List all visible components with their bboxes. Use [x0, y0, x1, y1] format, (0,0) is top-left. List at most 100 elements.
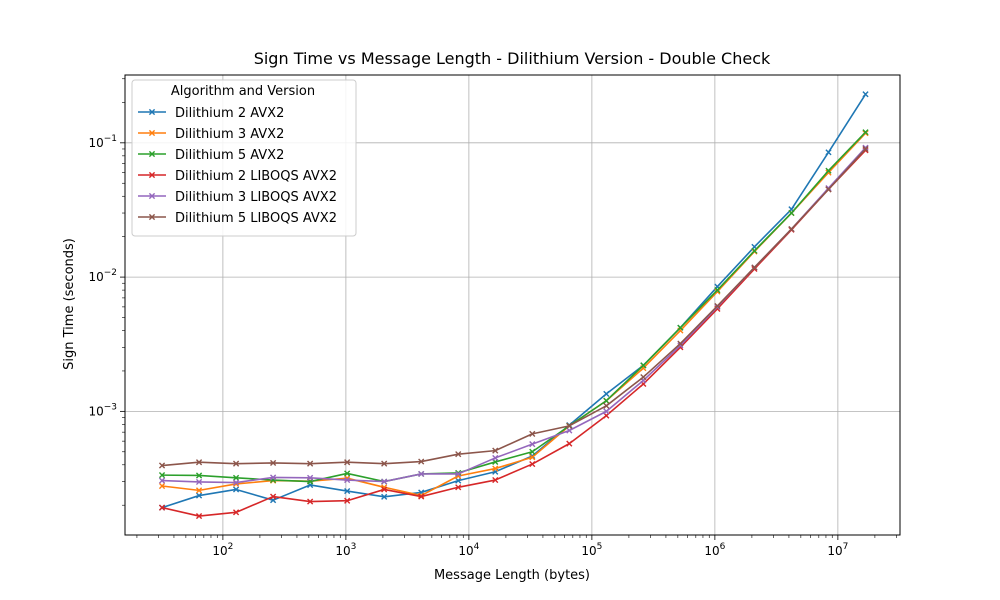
x-tick-label: 107: [827, 542, 848, 558]
data-point-marker: [603, 397, 610, 404]
data-point-marker: [158, 462, 166, 469]
series-line: [161, 148, 867, 467]
data-point-marker: [344, 476, 351, 484]
data-point-marker: [714, 287, 721, 294]
series-6: [158, 145, 869, 469]
data-point-marker: [529, 430, 536, 437]
axis-ticks: 102 103 104 105 106 107 10−3 10−2 10−1: [88, 78, 897, 558]
plot-frame: [124, 74, 901, 536]
data-point-marker: [195, 512, 203, 520]
y-tick-label: 10−2: [88, 268, 117, 284]
legend-label: Dilithium 3 AVX2: [175, 127, 284, 142]
data-point-marker: [825, 169, 832, 176]
data-point-marker: [195, 487, 203, 494]
legend: Algorithm and Version Dilithium 2 AVX2 Dil…: [131, 79, 357, 237]
data-point-marker: [640, 373, 647, 381]
data-point-marker: [825, 167, 832, 174]
data-point-marker: [381, 460, 388, 467]
data-point-marker: [195, 472, 203, 479]
data-point-marker: [566, 427, 573, 434]
y-tick-label: 10−1: [88, 134, 117, 150]
data-point-marker: [455, 484, 462, 491]
data-point-marker: [270, 474, 277, 481]
series-line: [162, 131, 867, 483]
data-point-marker: [788, 225, 795, 233]
data-point-marker: [232, 509, 240, 516]
legend-swatch-marker: [148, 129, 156, 137]
data-point-marker: [455, 451, 462, 458]
data-point-marker: [344, 497, 351, 504]
legend-item: Dilithium 3 AVX2: [138, 127, 284, 142]
y-tick-label: 10−3: [88, 402, 117, 418]
series-4: [158, 147, 869, 520]
data-point-marker: [232, 479, 240, 486]
x-tick-label: 102: [212, 542, 233, 558]
data-point-marker: [195, 459, 203, 466]
legend-item: Dilithium 5 AVX2: [138, 148, 284, 163]
data-point-marker: [825, 186, 832, 193]
y-axis-title: Sign Time (seconds): [62, 238, 77, 370]
legend-swatch-marker: [148, 192, 156, 200]
data-point-marker: [418, 458, 425, 465]
data-point-marker: [640, 362, 647, 369]
data-point-marker: [492, 447, 499, 454]
x-tick-label: 104: [458, 542, 479, 558]
data-point-marker: [307, 460, 314, 467]
legend-item: Dilithium 2 AVX2: [138, 106, 284, 121]
data-point-marker: [455, 470, 462, 478]
legend-box: [131, 79, 357, 237]
data-point-marker: [529, 441, 536, 448]
data-point-marker: [751, 247, 758, 254]
data-point-marker: [455, 477, 462, 484]
x-axis-title: Message Length (bytes): [434, 568, 590, 583]
data-point-marker: [677, 342, 684, 349]
data-point-marker: [307, 474, 314, 481]
data-point-marker: [270, 459, 277, 467]
data-point-marker: [381, 478, 388, 485]
data-point-marker: [195, 478, 203, 486]
legend-item: Dilithium 2 LIBOQS AVX2: [138, 169, 337, 184]
series-line: [161, 149, 867, 517]
data-point-marker: [232, 460, 240, 467]
legend-label: Dilithium 2 AVX2: [175, 106, 284, 121]
data-point-marker: [492, 476, 499, 484]
legend-label: Dilithium 5 AVX2: [175, 148, 284, 163]
data-point-marker: [603, 402, 610, 409]
legend-label: Dilithium 2 LIBOQS AVX2: [175, 169, 337, 184]
data-point-marker: [344, 470, 351, 477]
legend-item: Dilithium 3 LIBOQS AVX2: [138, 190, 337, 205]
data-point-marker: [862, 144, 869, 151]
data-point-marker: [714, 302, 721, 310]
data-point-marker: [381, 486, 388, 493]
data-point-marker: [862, 129, 869, 136]
data-point-marker: [270, 493, 277, 500]
x-tick-label: 106: [704, 542, 725, 558]
data-point-marker: [158, 472, 166, 479]
data-point-marker: [566, 440, 573, 447]
data-point-marker: [825, 149, 832, 156]
series-lines: [158, 91, 869, 520]
data-point-marker: [418, 493, 425, 500]
data-point-marker: [529, 448, 536, 455]
data-point-marker: [307, 498, 314, 505]
data-point-marker: [603, 408, 610, 415]
data-point-marker: [751, 264, 758, 271]
data-point-marker: [492, 454, 499, 462]
legend-swatch-marker: [148, 108, 156, 116]
data-point-marker: [862, 91, 869, 98]
data-point-marker: [788, 209, 795, 217]
chart-title: Sign Time vs Message Length - Dilithium …: [254, 49, 771, 68]
data-point-marker: [232, 486, 240, 493]
data-point-marker: [418, 492, 425, 499]
data-point-marker: [158, 504, 166, 511]
data-point-marker: [381, 493, 388, 500]
data-point-marker: [492, 465, 499, 472]
legend-item: Dilithium 5 LIBOQS AVX2: [138, 211, 337, 226]
data-point-marker: [529, 460, 536, 468]
data-point-marker: [603, 390, 610, 397]
data-point-marker: [677, 324, 684, 331]
legend-swatch-marker: [148, 150, 156, 158]
data-point-marker: [158, 482, 166, 490]
data-point-marker: [862, 145, 869, 153]
